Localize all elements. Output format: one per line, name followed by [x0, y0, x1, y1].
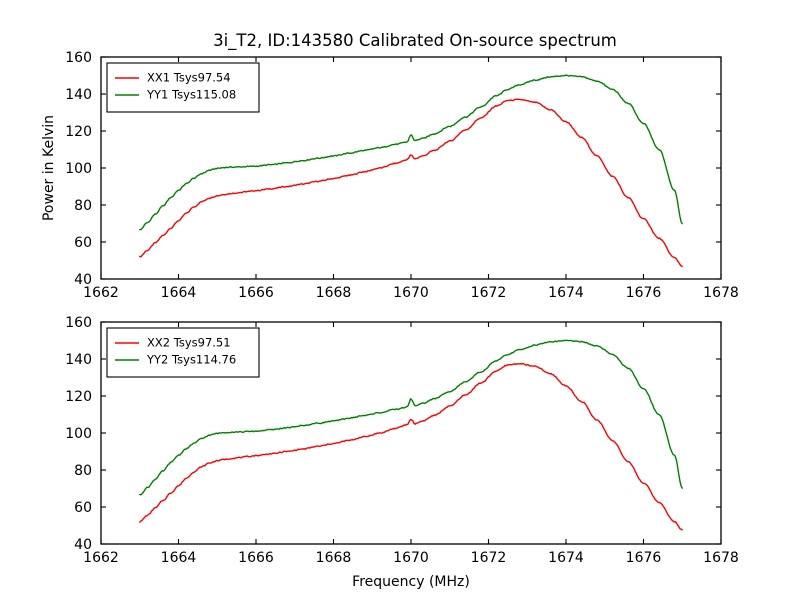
x-tick-label: 1666 — [238, 285, 274, 301]
legend-box — [106, 62, 260, 113]
y-tick-label: 60 — [74, 235, 92, 251]
y-tick-label: 140 — [65, 352, 92, 368]
y-tick-label: 100 — [65, 161, 92, 177]
x-tick-label: 1662 — [83, 550, 119, 566]
x-tick-label: 1664 — [161, 550, 197, 566]
y-tick-label: 120 — [65, 389, 92, 405]
series-line-yy1 — [139, 74, 683, 231]
x-axis-label: Frequency (MHz) — [352, 574, 470, 590]
y-tick-label: 140 — [65, 87, 92, 103]
x-tick-label: 1674 — [548, 285, 584, 301]
x-tick-label: 1676 — [626, 550, 662, 566]
legend-box — [106, 327, 260, 378]
x-tick-label: 1664 — [161, 285, 197, 301]
legend-label: YY2 Tsys114.76 — [146, 353, 236, 367]
x-tick-label: 1672 — [471, 550, 507, 566]
series-line-xx1 — [139, 98, 683, 267]
y-tick-label: 160 — [65, 50, 92, 66]
x-tick-label: 1678 — [703, 550, 739, 566]
x-tick-label: 1662 — [83, 285, 119, 301]
x-tick-label: 1676 — [626, 285, 662, 301]
chart-panel-bottom: 1662 1664 1666 1668 1670 1672 1674 1676 1678 40 60… — [65, 315, 739, 590]
figure-title: 3i_T2, ID:143580 Calibrated On-source sp… — [213, 31, 617, 51]
y-tick-label: 60 — [74, 500, 92, 516]
y-tick-label: 120 — [65, 124, 92, 140]
x-tick-label: 1670 — [393, 285, 429, 301]
y-tick-label: 80 — [74, 198, 92, 214]
y-tick-label: 80 — [74, 463, 92, 479]
x-tick-label: 1668 — [316, 285, 352, 301]
y-tick-label: 40 — [74, 537, 92, 553]
legend-label: XX2 Tsys97.51 — [147, 336, 231, 350]
series-line-yy2 — [139, 339, 683, 496]
y-tick-label: 160 — [65, 315, 92, 331]
x-tick-label: 1670 — [393, 550, 429, 566]
y-tick-label: 40 — [74, 272, 92, 288]
series-line-xx2 — [139, 362, 683, 531]
chart-panel-top: 1662 1664 1666 1668 1670 1672 1674 1676 1678 40 60… — [41, 50, 739, 301]
x-tick-label: 1678 — [703, 285, 739, 301]
y-axis-label: Power in Kelvin — [41, 115, 57, 221]
x-tick-label: 1668 — [316, 550, 352, 566]
x-tick-label: 1672 — [471, 285, 507, 301]
legend-label: YY1 Tsys115.08 — [146, 88, 236, 102]
x-tick-label: 1666 — [238, 550, 274, 566]
legend-label: XX1 Tsys97.54 — [147, 71, 231, 85]
x-tick-label: 1674 — [548, 550, 584, 566]
y-tick-label: 100 — [65, 426, 92, 442]
